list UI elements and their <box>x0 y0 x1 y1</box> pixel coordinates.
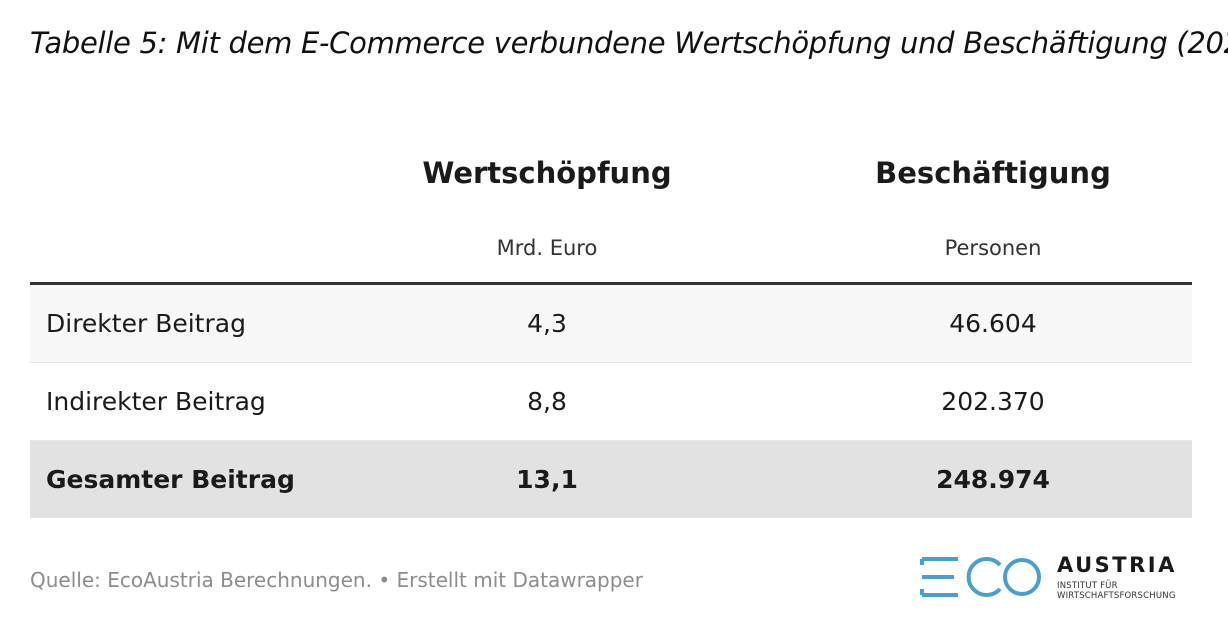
cell-wertschoepfung: 8,8 <box>527 387 567 416</box>
header-rule <box>30 282 1192 285</box>
table-header: Wertschöpfung Beschäftigung Mrd. Euro Pe… <box>30 150 1192 282</box>
cell-wertschoepfung: 4,3 <box>527 309 567 338</box>
data-table: Wertschöpfung Beschäftigung Mrd. Euro Pe… <box>30 150 1192 518</box>
column-unit-wertschoepfung: Mrd. Euro <box>496 236 598 260</box>
logo-subtitle-line: WIRTSCHAFTSFORSCHUNG <box>1057 591 1176 601</box>
row-label: Direkter Beitrag <box>46 309 246 338</box>
cell-beschaeftigung: 46.604 <box>949 309 1037 338</box>
table-title: Tabelle 5: Mit dem E-Commerce verbundene… <box>30 26 1228 60</box>
column-unit-beschaeftigung: Personen <box>944 236 1042 260</box>
logo-name: AUSTRIA <box>1057 553 1177 577</box>
cell-beschaeftigung: 202.370 <box>941 387 1045 416</box>
row-label: Indirekter Beitrag <box>46 387 266 416</box>
logo-subtitle: INSTITUT FÜR WIRTSCHAFTSFORSCHUNG <box>1057 581 1176 601</box>
table-row: Direkter Beitrag 4,3 46.604 <box>30 285 1192 362</box>
column-header-wertschoepfung: Wertschöpfung <box>422 156 672 190</box>
logo-subtitle-line: INSTITUT FÜR <box>1057 581 1118 591</box>
cell-beschaeftigung: 248.974 <box>936 465 1050 494</box>
cell-wertschoepfung: 13,1 <box>516 465 578 494</box>
source-note: Quelle: EcoAustria Berechnungen. • Erste… <box>30 568 643 592</box>
eco-logo-icon <box>920 557 1041 597</box>
table-row: Indirekter Beitrag 8,8 202.370 <box>30 362 1192 440</box>
ecoaustria-logo: AUSTRIA INSTITUT FÜR WIRTSCHAFTSFORSCHUN… <box>918 551 1192 603</box>
row-label: Gesamter Beitrag <box>46 465 295 494</box>
table-row-total: Gesamter Beitrag 13,1 248.974 <box>30 440 1192 518</box>
column-header-beschaeftigung: Beschäftigung <box>875 156 1111 190</box>
